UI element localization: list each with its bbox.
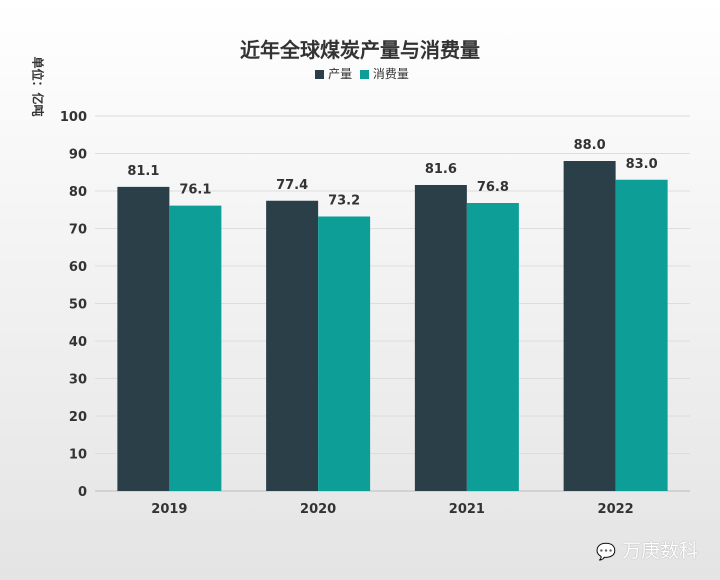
y-tick-label: 70 <box>69 223 87 238</box>
y-tick-label: 100 <box>60 110 87 125</box>
data-label: 88.0 <box>574 138 606 153</box>
bar <box>414 185 467 491</box>
bar <box>615 179 668 491</box>
y-tick-label: 90 <box>69 148 87 163</box>
data-label: 77.4 <box>276 178 308 193</box>
legend-swatch-consumption <box>359 70 369 79</box>
y-tick-label: 40 <box>69 335 87 350</box>
data-label: 81.6 <box>425 162 457 177</box>
x-tick-label: 2021 <box>449 502 485 517</box>
legend-swatch-production <box>315 70 325 79</box>
watermark-text: 万庚数科 <box>621 540 698 562</box>
data-label: 76.1 <box>179 183 211 198</box>
bar <box>466 203 519 491</box>
y-tick-label: 80 <box>69 185 87 200</box>
bar <box>117 186 170 491</box>
chart-title: 近年全球煤炭产量与消费量 <box>240 38 480 62</box>
legend: 产量 消费量 <box>0 65 720 82</box>
watermark: 💬 万庚数科 <box>596 536 698 563</box>
bar <box>563 161 616 491</box>
x-tick-label: 2019 <box>151 502 187 517</box>
bar <box>266 200 319 491</box>
y-tick-label: 60 <box>69 260 87 275</box>
data-label: 83.0 <box>626 157 658 172</box>
legend-label-production: 产量 <box>328 67 353 81</box>
data-label: 76.8 <box>477 180 509 195</box>
x-tick-label: 2022 <box>598 502 634 517</box>
wechat-icon: 💬 <box>596 542 616 561</box>
y-tick-label: 20 <box>69 410 87 425</box>
bar <box>318 216 371 491</box>
y-tick-label: 50 <box>69 298 87 313</box>
y-tick-label: 10 <box>69 448 87 463</box>
y-tick-label: 30 <box>69 373 87 388</box>
data-label: 81.1 <box>127 164 159 179</box>
bar <box>169 205 222 491</box>
y-tick-label: 0 <box>78 485 87 500</box>
legend-label-consumption: 消费量 <box>372 67 409 81</box>
x-tick-label: 2020 <box>300 502 336 517</box>
data-label: 73.2 <box>328 194 360 209</box>
